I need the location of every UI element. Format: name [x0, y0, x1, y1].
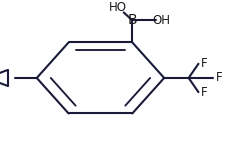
Text: OH: OH: [153, 14, 171, 27]
Text: F: F: [201, 57, 208, 70]
Text: HO: HO: [109, 1, 127, 14]
Text: B: B: [127, 13, 137, 27]
Text: F: F: [216, 72, 223, 84]
Text: F: F: [201, 86, 208, 99]
